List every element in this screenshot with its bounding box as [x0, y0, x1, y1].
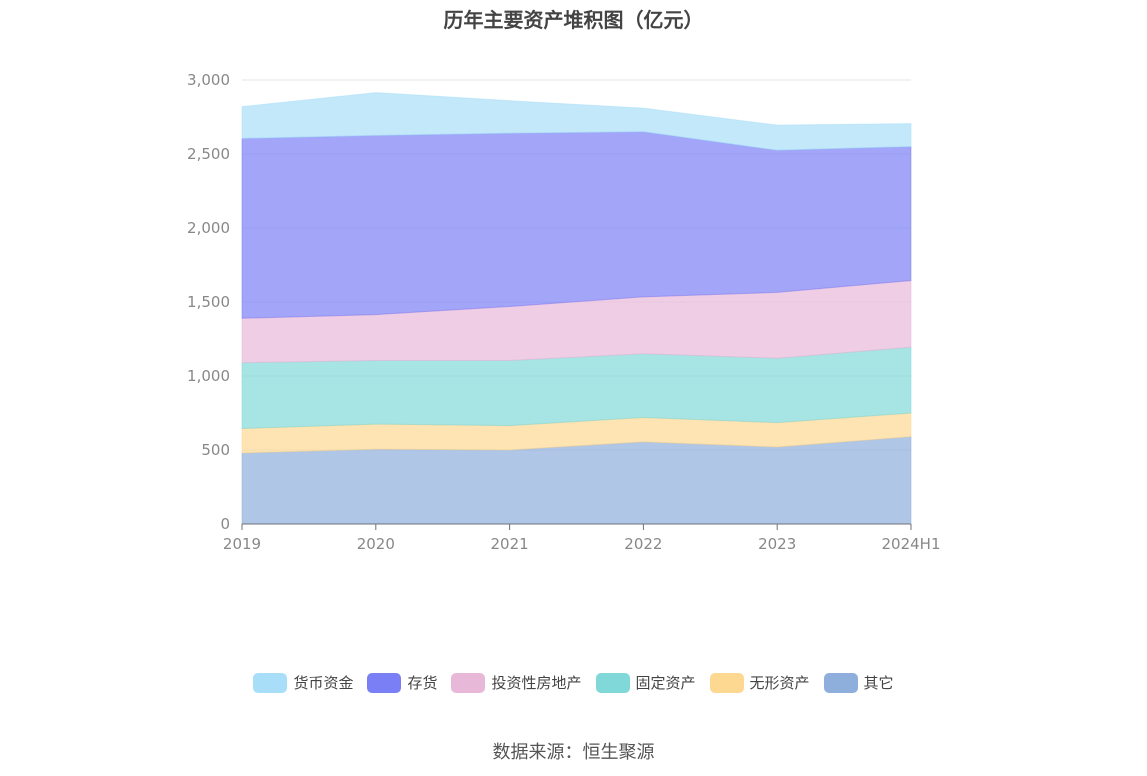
- y-tick-label: 2,500: [187, 145, 230, 163]
- x-tick-label: 2022: [624, 535, 662, 553]
- legend-item[interactable]: 其它: [823, 672, 894, 693]
- area-layer: [241, 92, 912, 525]
- legend-label: 货币资金: [293, 674, 354, 692]
- y-tick-label: 2,000: [187, 219, 230, 237]
- legend-label: 存货: [407, 674, 438, 692]
- y-tick-label: 500: [201, 441, 230, 459]
- legend-item[interactable]: 无形资产: [709, 672, 810, 693]
- y-tick-label: 3,000: [187, 71, 230, 89]
- y-tick-label: 1,500: [187, 293, 230, 311]
- y-tick-label: 1,000: [187, 367, 230, 385]
- legend-item[interactable]: 固定资产: [595, 672, 696, 693]
- x-tick-label: 2020: [357, 535, 395, 553]
- legend-swatch: [367, 672, 402, 693]
- chart-title: 历年主要资产堆积图（亿元）: [443, 8, 704, 32]
- legend-label: 固定资产: [635, 674, 696, 692]
- legend: 货币资金 存货 投资性房地产 固定资产 无形资产 其它: [0, 672, 1147, 693]
- axis-layer: 0 500 1,000 1,500 2,000 2,500 3,000 2019 2020 202…: [187, 71, 940, 553]
- x-tick-label: 2023: [758, 535, 796, 553]
- x-tick-label: 2021: [491, 535, 529, 553]
- x-tick-label: 2019: [223, 535, 261, 553]
- legend-swatch: [595, 672, 630, 693]
- legend-swatch: [709, 672, 744, 693]
- x-tick-label: 2024H1: [882, 535, 941, 553]
- stacked-area-chart: 0 500 1,000 1,500 2,000 2,500 3,000 2019 2020 202…: [187, 71, 940, 553]
- legend-item[interactable]: 货币资金: [253, 672, 353, 693]
- legend-label: 投资性房地产: [491, 674, 582, 692]
- data-source-note: 数据来源：恒生聚源: [492, 742, 655, 763]
- y-tick-label: 0: [220, 515, 230, 533]
- area-series: [241, 92, 912, 151]
- legend-item[interactable]: 存货: [367, 672, 437, 693]
- legend-label: 其它: [863, 674, 894, 692]
- legend-item[interactable]: 投资性房地产: [451, 672, 582, 693]
- legend-swatch: [451, 672, 486, 693]
- legend-swatch: [253, 672, 288, 693]
- legend-swatch: [823, 672, 858, 693]
- legend-label: 无形资产: [749, 674, 810, 692]
